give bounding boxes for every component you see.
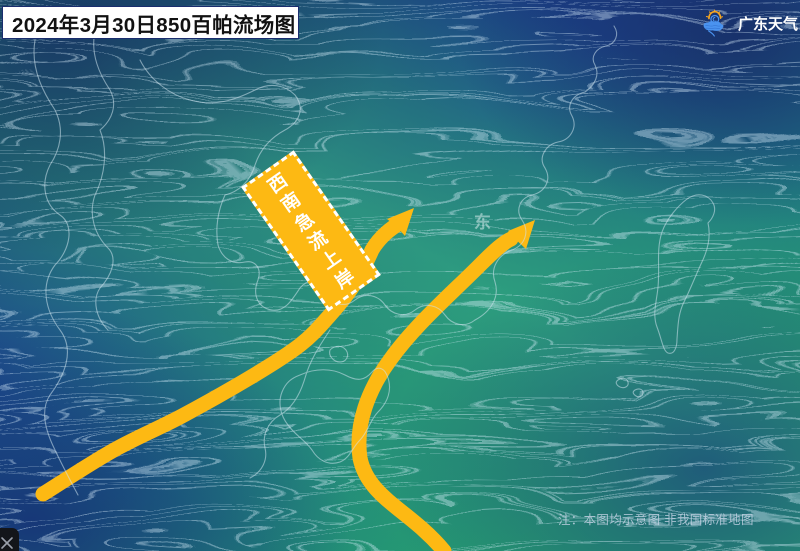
svg-text:东: 东 [474,212,491,232]
